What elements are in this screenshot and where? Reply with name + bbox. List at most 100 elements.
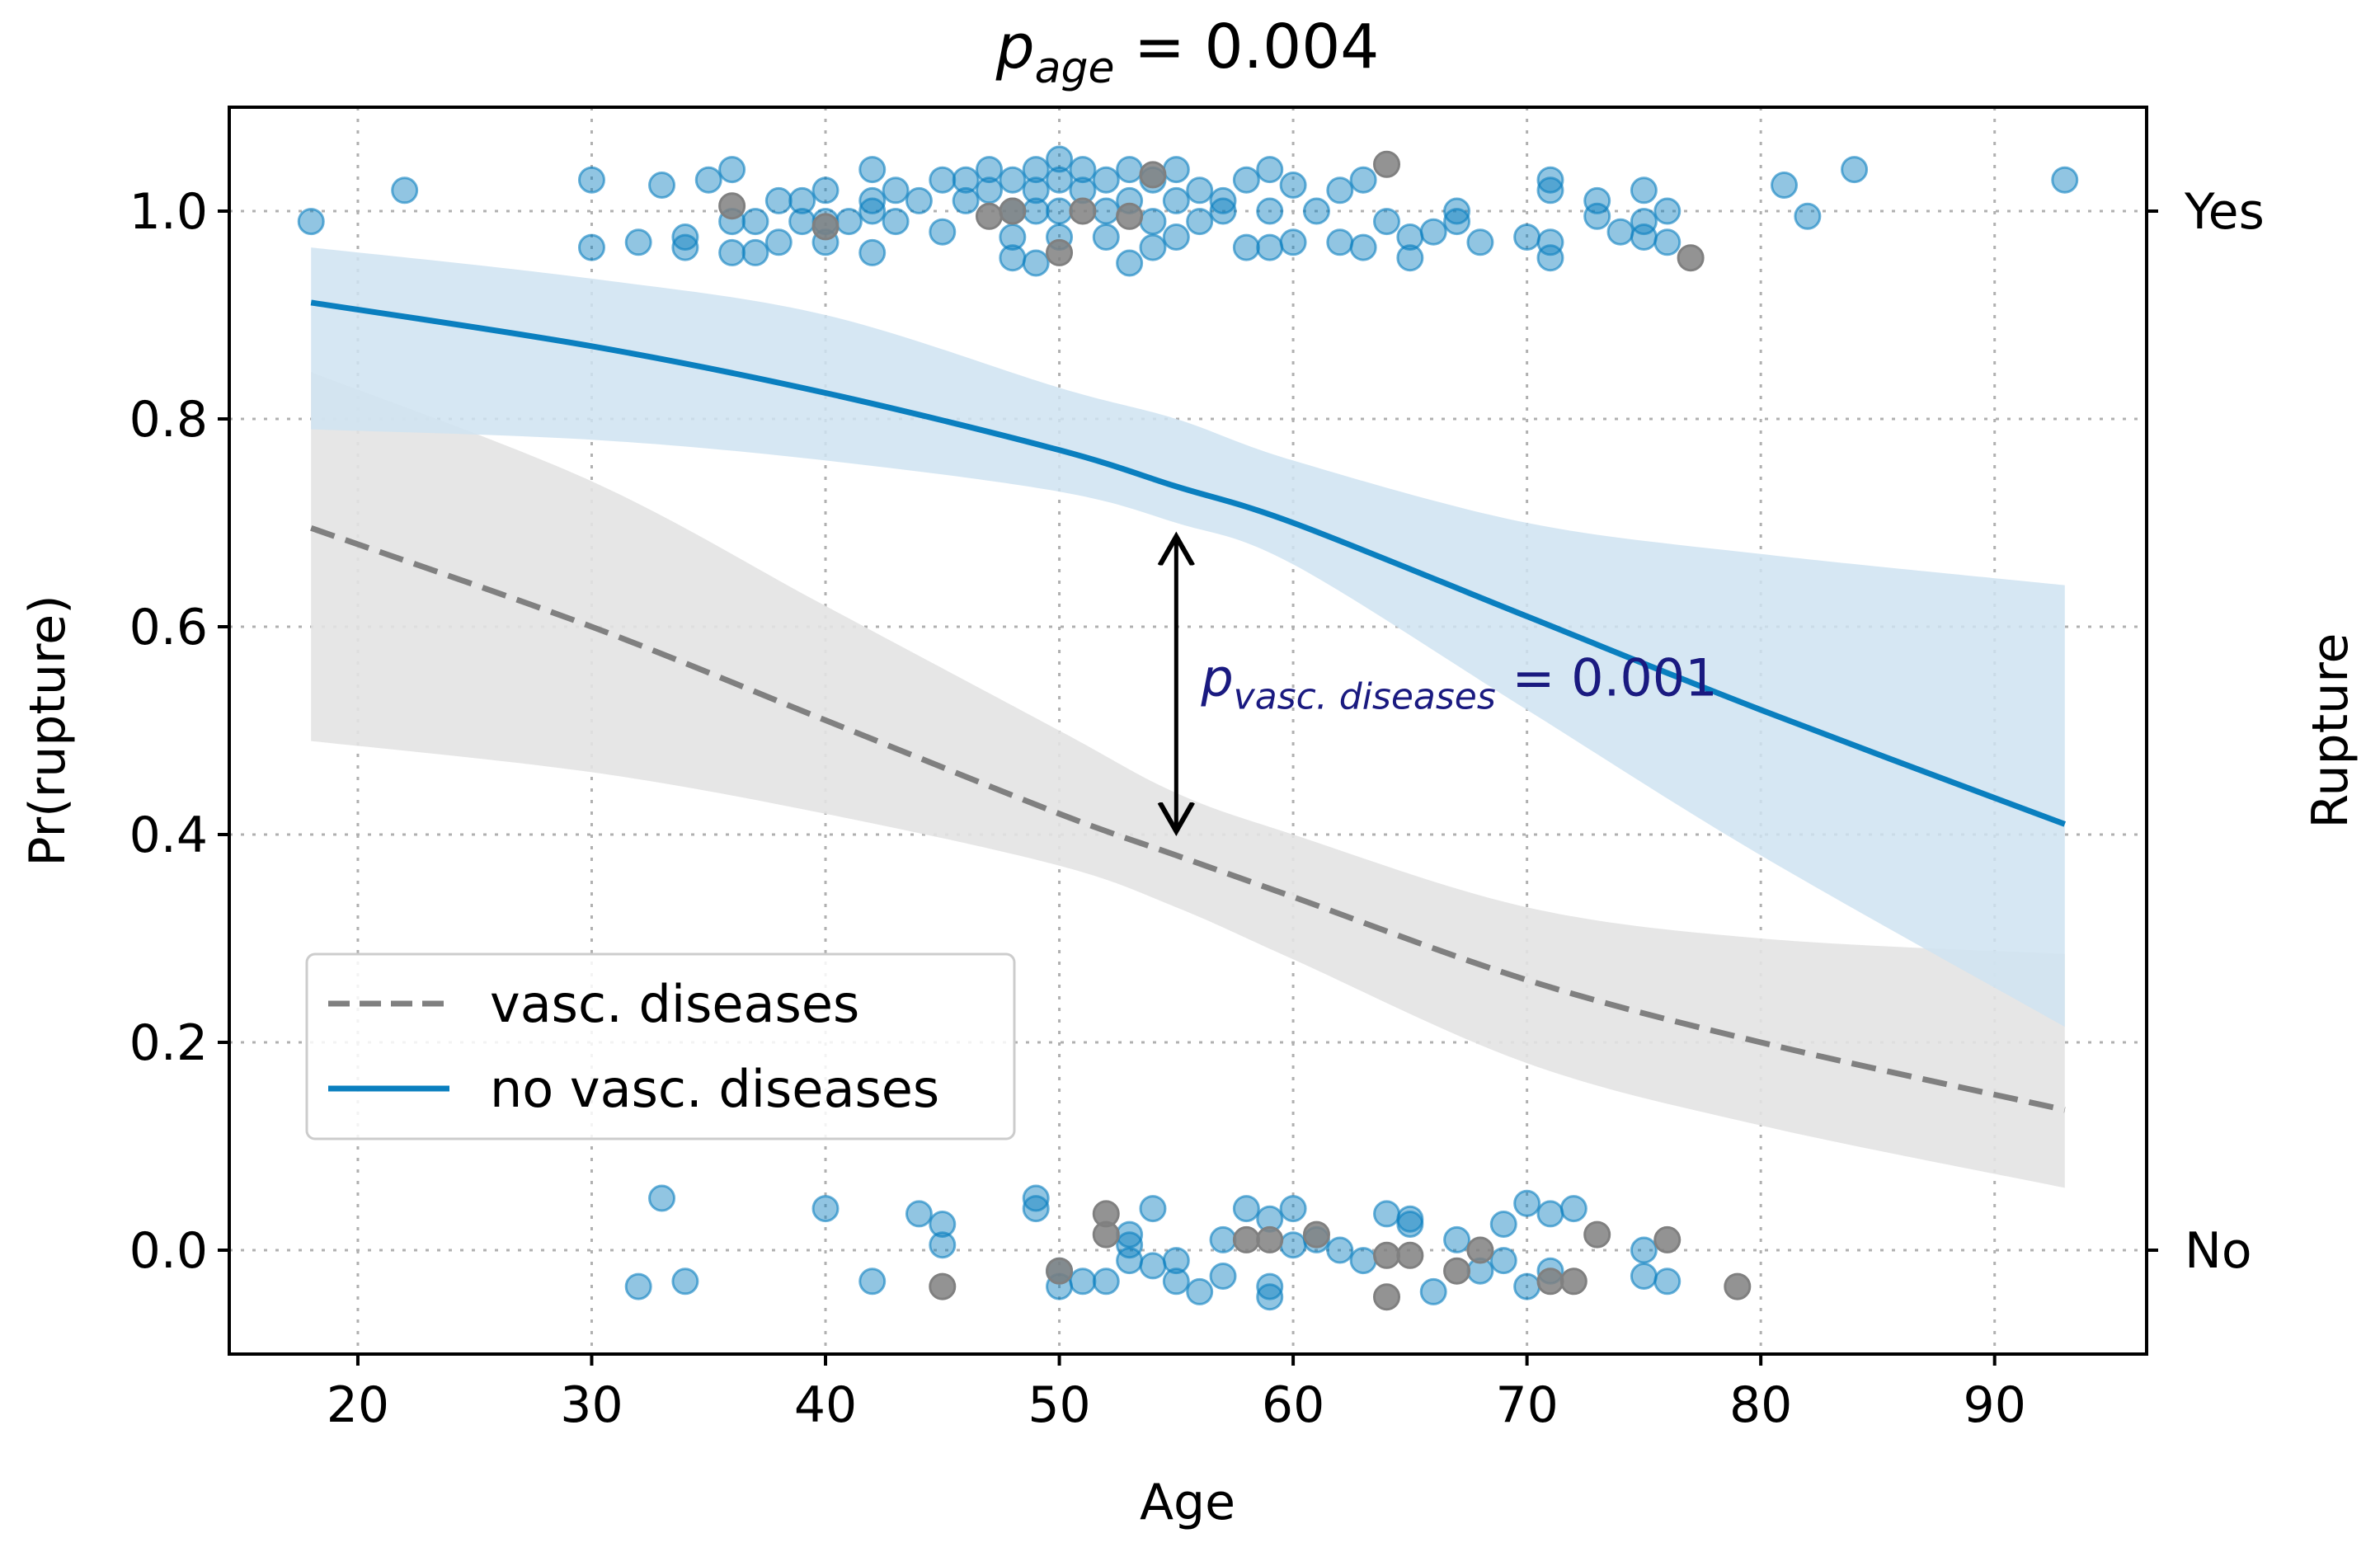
point-no-vasc	[1536, 166, 1564, 194]
point-no-vasc	[975, 156, 1003, 184]
point-no-vasc	[811, 1195, 840, 1223]
line-no-vasc	[310, 299, 2067, 827]
point-no-vasc	[1232, 233, 1260, 261]
point-no-vasc	[1419, 218, 1447, 246]
point-no-vasc	[1022, 249, 1050, 277]
point-no-vasc	[1583, 202, 1611, 230]
point-no-vasc	[1513, 223, 1541, 251]
legend-label-vasc: vasc. diseases	[490, 974, 859, 1034]
point-no-vasc	[1466, 228, 1494, 256]
point-vasc	[1536, 1267, 1564, 1296]
confidence-bands	[311, 247, 2065, 1188]
point-no-vasc	[999, 244, 1027, 272]
y2-tick-label: Yes	[2184, 183, 2265, 241]
point-no-vasc	[1162, 1247, 1190, 1275]
point-vasc	[1583, 1220, 1611, 1249]
x-tick-label: 90	[1964, 1376, 2026, 1434]
point-no-vasc	[1092, 197, 1120, 225]
point-no-vasc	[1046, 166, 1074, 194]
point-no-vasc	[858, 186, 887, 214]
point-no-vasc	[297, 208, 325, 236]
point-vasc	[1256, 1225, 1284, 1253]
point-no-vasc	[1162, 156, 1190, 184]
x-axis-ticks: 20 30 40 50 60 70 80 90	[327, 1354, 2026, 1434]
point-no-vasc	[1794, 202, 1822, 230]
point-no-vasc	[1559, 1195, 1587, 1223]
point-no-vasc	[1630, 1263, 1658, 1290]
point-no-vasc	[1771, 172, 1799, 199]
point-no-vasc	[764, 228, 793, 256]
y2-axis-ticks: Yes No	[2147, 183, 2265, 1280]
point-no-vasc	[694, 166, 722, 194]
point-no-vasc	[1209, 197, 1237, 225]
point-no-vasc	[718, 156, 746, 184]
y-tick-label: 0.8	[129, 391, 208, 449]
y-axis-ticks: 0.0 0.2 0.4 0.6 0.8 1.0	[129, 183, 229, 1280]
ci-band-no-vasc	[311, 247, 2065, 1028]
point-no-vasc	[1279, 172, 1307, 199]
point-no-vasc	[788, 208, 816, 236]
point-no-vasc	[1256, 1272, 1284, 1300]
point-no-vasc	[1186, 176, 1214, 205]
point-no-vasc	[1653, 197, 1682, 225]
point-no-vasc	[1256, 156, 1284, 184]
point-no-vasc	[1396, 223, 1424, 251]
point-vasc	[1653, 1225, 1682, 1253]
point-no-vasc	[1162, 223, 1190, 251]
point-no-vasc	[1092, 166, 1120, 194]
point-no-vasc	[1139, 1252, 1167, 1280]
point-no-vasc	[788, 186, 816, 214]
point-no-vasc	[1116, 249, 1144, 277]
scatter-points	[297, 145, 2079, 1311]
point-no-vasc	[882, 208, 910, 236]
legend-label-no-vasc: no vasc. diseases	[490, 1059, 939, 1119]
y-tick-label: 0.2	[129, 1014, 208, 1072]
point-vasc	[1373, 150, 1401, 178]
point-no-vasc	[391, 176, 419, 205]
point-no-vasc	[1046, 197, 1074, 225]
point-no-vasc	[1349, 233, 1377, 261]
x-tick-label: 70	[1495, 1376, 1558, 1434]
y2-axis-label: Rupture	[2302, 633, 2359, 829]
point-no-vasc	[929, 166, 957, 194]
point-vasc	[1232, 1225, 1260, 1253]
point-no-vasc	[577, 166, 605, 194]
x-tick-label: 60	[1262, 1376, 1324, 1434]
point-no-vasc	[1186, 208, 1214, 236]
x-tick-label: 40	[794, 1376, 857, 1434]
point-no-vasc	[1232, 166, 1260, 194]
point-no-vasc	[1209, 186, 1237, 214]
point-no-vasc	[1279, 1231, 1307, 1259]
point-no-vasc	[1022, 1195, 1050, 1223]
point-no-vasc	[1489, 1211, 1517, 1238]
annotation-symbol: p	[1200, 647, 1233, 708]
point-no-vasc	[1209, 1225, 1237, 1253]
point-no-vasc	[929, 1231, 957, 1259]
point-no-vasc	[1443, 197, 1471, 225]
point-no-vasc	[1396, 1211, 1424, 1238]
point-no-vasc	[1536, 176, 1564, 205]
point-no-vasc	[1116, 1247, 1144, 1275]
x-tick-label: 30	[560, 1376, 623, 1434]
point-no-vasc	[1326, 1236, 1354, 1264]
point-vasc	[1396, 1241, 1424, 1269]
point-no-vasc	[1279, 228, 1307, 256]
y2-tick-label: No	[2185, 1222, 2252, 1280]
point-no-vasc	[905, 186, 933, 214]
plot-frame	[228, 106, 2148, 1356]
x-tick-label: 80	[1729, 1376, 1792, 1434]
point-vasc	[1302, 1220, 1330, 1249]
point-no-vasc	[577, 233, 605, 261]
point-no-vasc	[1209, 1263, 1237, 1290]
point-no-vasc	[1256, 1283, 1284, 1311]
point-no-vasc	[1326, 176, 1354, 205]
y-tick-label: 0.6	[129, 599, 208, 656]
point-no-vasc	[1116, 156, 1144, 184]
point-no-vasc	[1396, 244, 1424, 272]
point-no-vasc	[1373, 1200, 1401, 1228]
y-tick-label: 0.4	[129, 807, 208, 864]
legend: vasc. diseases no vasc. diseases	[305, 952, 1016, 1140]
point-vasc	[1373, 1241, 1401, 1269]
annotation-value: = 0.001	[1496, 647, 1718, 708]
